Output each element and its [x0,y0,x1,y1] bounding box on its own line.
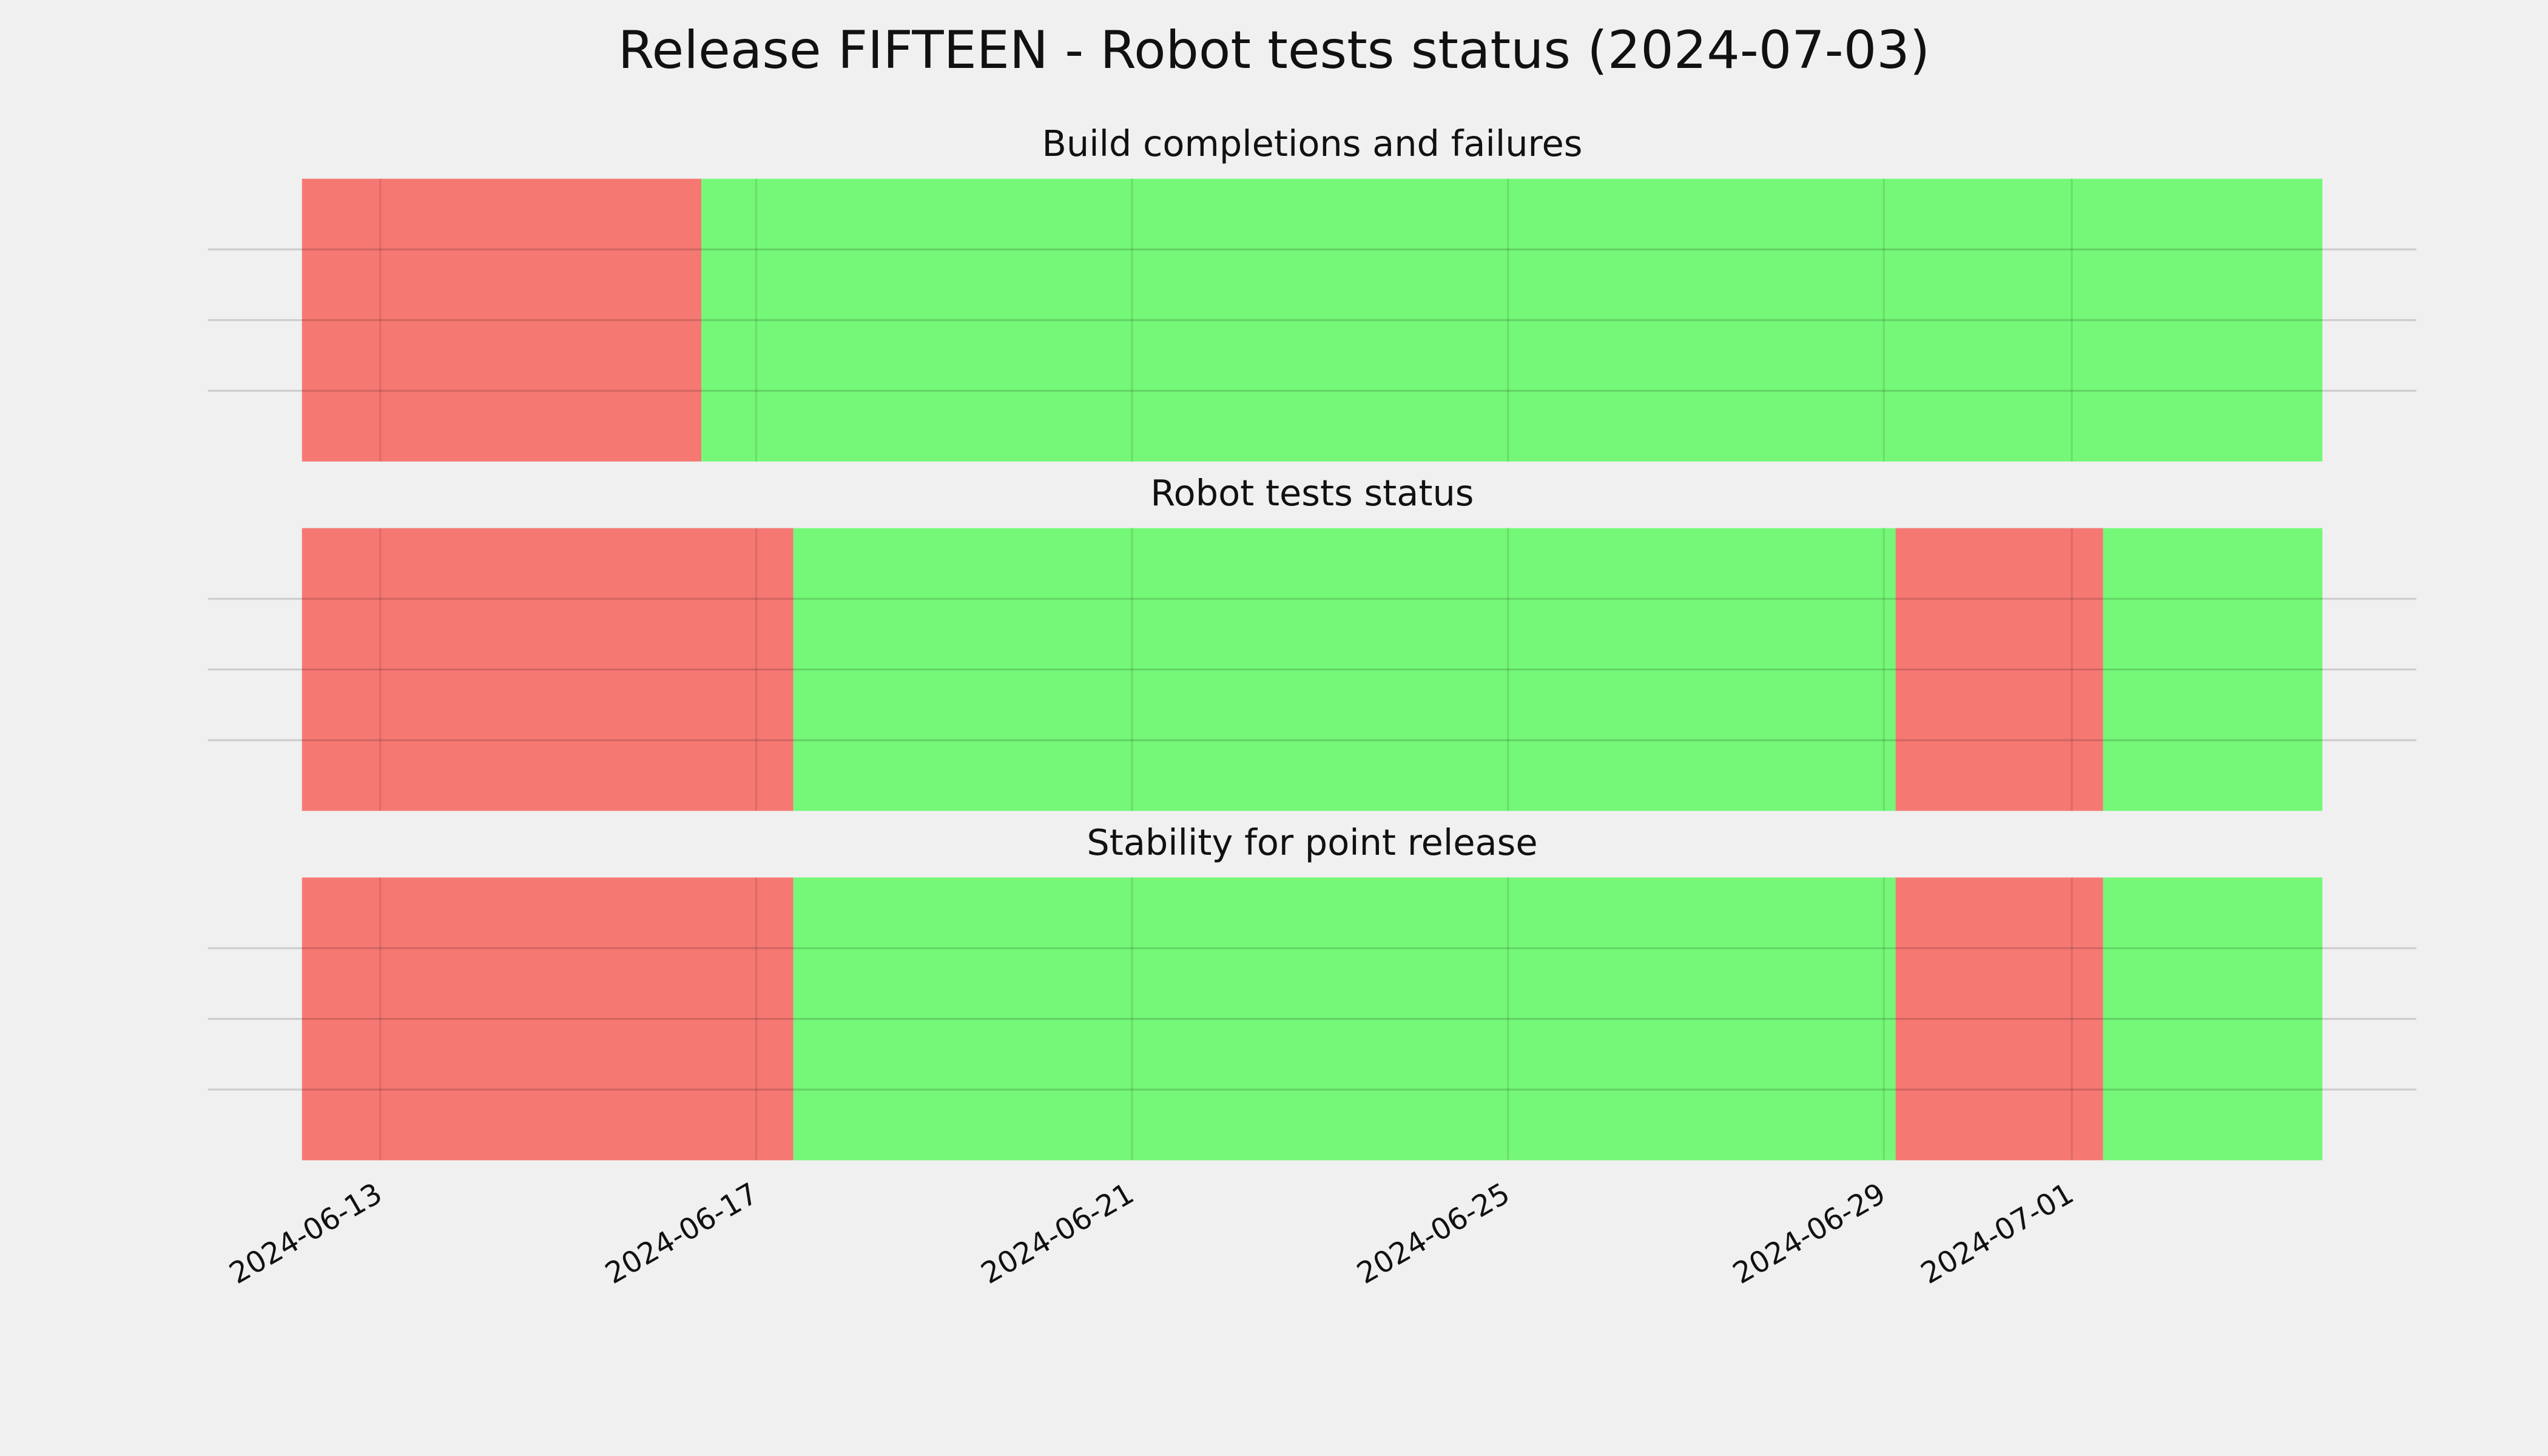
subplot-title: Stability for point release [1087,821,1537,863]
status-span [1895,877,2103,1161]
chart-title: Release FIFTEEN - Robot tests status (20… [618,20,1930,81]
subplot-title: Build completions and failures [1042,123,1582,164]
status-span [2103,528,2323,811]
status-span [302,528,794,811]
status-span [793,877,1896,1161]
status-span [793,528,1896,811]
status-span [302,178,702,462]
status-span [1895,528,2103,811]
status-span [701,178,2323,462]
subplot-title: Robot tests status [1150,472,1474,514]
status-span [2103,877,2323,1161]
status-span [302,877,794,1161]
